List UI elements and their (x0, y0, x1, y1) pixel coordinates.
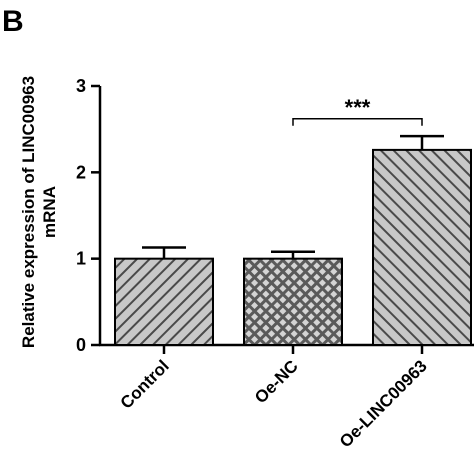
y-tick-label: 3 (76, 76, 86, 96)
significance-label: *** (345, 95, 371, 120)
y-axis-label-line2: mRNA (40, 186, 59, 238)
y-tick-label: 0 (76, 335, 86, 355)
bar-control (114, 257, 214, 346)
significance-bracket: *** (292, 95, 423, 126)
bars (114, 134, 472, 346)
x-tick-label: Oe-LINC00963 (336, 356, 431, 451)
y-axis-label: Relative expression of LINC00963 mRNA (19, 76, 59, 348)
bar-oe-nc (243, 257, 343, 346)
x-tick-label: Control (117, 356, 173, 412)
y-tick-label: 1 (76, 249, 86, 269)
y-tick-label: 2 (76, 162, 86, 182)
x-tick-label: Oe-NC (251, 356, 302, 407)
y-ticks: 0 1 2 3 (76, 76, 100, 355)
x-ticks: Control Oe-NC Oe-LINC00963 (117, 345, 431, 451)
bar-oe-linc00963 (372, 148, 472, 346)
significance-line (292, 118, 423, 126)
y-axis-label-line1: Relative expression of LINC00963 (19, 76, 38, 348)
panel-letter: B (2, 5, 24, 38)
